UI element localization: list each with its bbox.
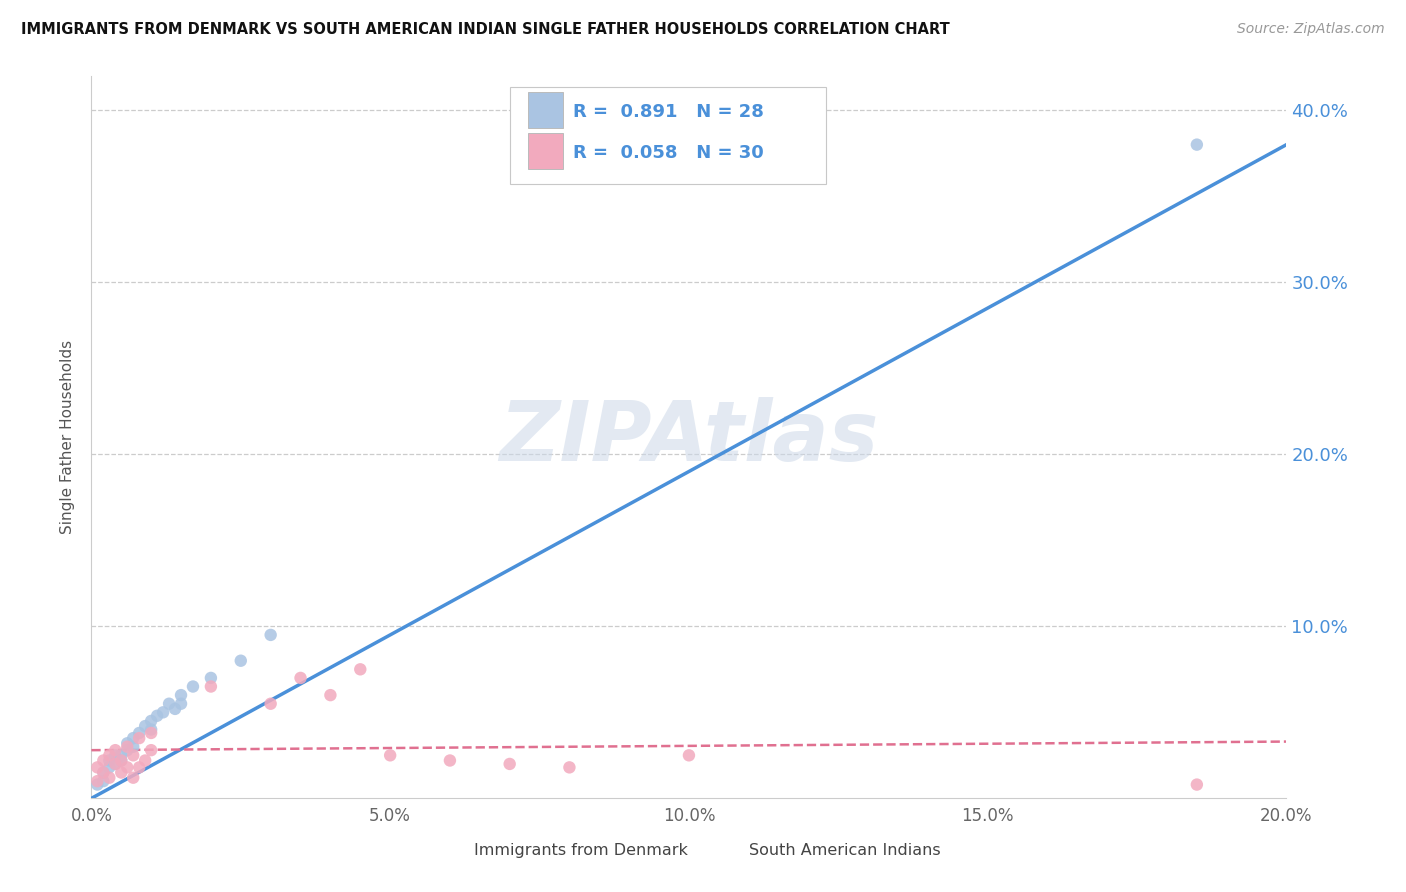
Text: ZIPAtlas: ZIPAtlas: [499, 397, 879, 477]
Point: [319, 688, 342, 702]
Point: [290, 671, 312, 685]
Point: [115, 736, 138, 750]
Point: [200, 671, 222, 685]
Point: [141, 723, 163, 737]
Point: [86, 760, 108, 774]
Point: [141, 726, 163, 740]
Point: [93, 774, 115, 789]
Point: [86, 774, 108, 789]
Point: [104, 743, 127, 757]
Point: [170, 688, 193, 702]
Point: [259, 628, 281, 642]
Text: IMMIGRANTS FROM DENMARK VS SOUTH AMERICAN INDIAN SINGLE FATHER HOUSEHOLDS CORREL: IMMIGRANTS FROM DENMARK VS SOUTH AMERICA…: [21, 22, 950, 37]
Y-axis label: Single Father Households: Single Father Households: [60, 340, 76, 534]
Point: [128, 760, 150, 774]
Point: [157, 697, 180, 711]
Text: R =  0.891   N = 28: R = 0.891 N = 28: [574, 103, 763, 121]
Point: [128, 726, 150, 740]
Point: [122, 771, 145, 785]
Point: [86, 778, 108, 792]
Point: [152, 706, 174, 720]
Text: Source: ZipAtlas.com: Source: ZipAtlas.com: [1237, 22, 1385, 37]
Point: [98, 754, 121, 768]
Point: [98, 748, 121, 763]
Point: [134, 719, 156, 733]
Point: [93, 754, 115, 768]
Point: [122, 731, 145, 746]
Point: [128, 731, 150, 746]
Point: [1185, 778, 1208, 792]
Point: [115, 739, 138, 754]
Point: [141, 714, 163, 728]
Point: [141, 743, 163, 757]
Point: [93, 765, 115, 780]
Point: [110, 754, 132, 768]
Text: R =  0.058   N = 30: R = 0.058 N = 30: [574, 145, 763, 162]
Point: [104, 748, 127, 763]
Point: [558, 760, 581, 774]
Point: [181, 680, 204, 694]
FancyBboxPatch shape: [527, 92, 564, 128]
Point: [104, 756, 127, 771]
Point: [163, 702, 186, 716]
Point: [1185, 137, 1208, 152]
Point: [499, 756, 522, 771]
Point: [200, 680, 222, 694]
Point: [122, 739, 145, 754]
Point: [115, 760, 138, 774]
Point: [98, 771, 121, 785]
Point: [98, 760, 121, 774]
FancyBboxPatch shape: [707, 839, 741, 867]
Point: [678, 748, 700, 763]
Point: [93, 765, 115, 780]
FancyBboxPatch shape: [509, 87, 827, 185]
Text: South American Indians: South American Indians: [748, 843, 941, 858]
Point: [122, 748, 145, 763]
Point: [110, 748, 132, 763]
Point: [439, 754, 461, 768]
Point: [134, 754, 156, 768]
Point: [115, 743, 138, 757]
Point: [110, 754, 132, 768]
FancyBboxPatch shape: [527, 133, 564, 169]
Point: [229, 654, 252, 668]
Point: [380, 748, 402, 763]
Point: [104, 756, 127, 771]
Point: [110, 765, 132, 780]
Point: [170, 697, 193, 711]
Point: [146, 708, 169, 723]
FancyBboxPatch shape: [432, 839, 465, 867]
Point: [259, 697, 281, 711]
Text: Immigrants from Denmark: Immigrants from Denmark: [474, 843, 688, 858]
Point: [349, 662, 371, 676]
